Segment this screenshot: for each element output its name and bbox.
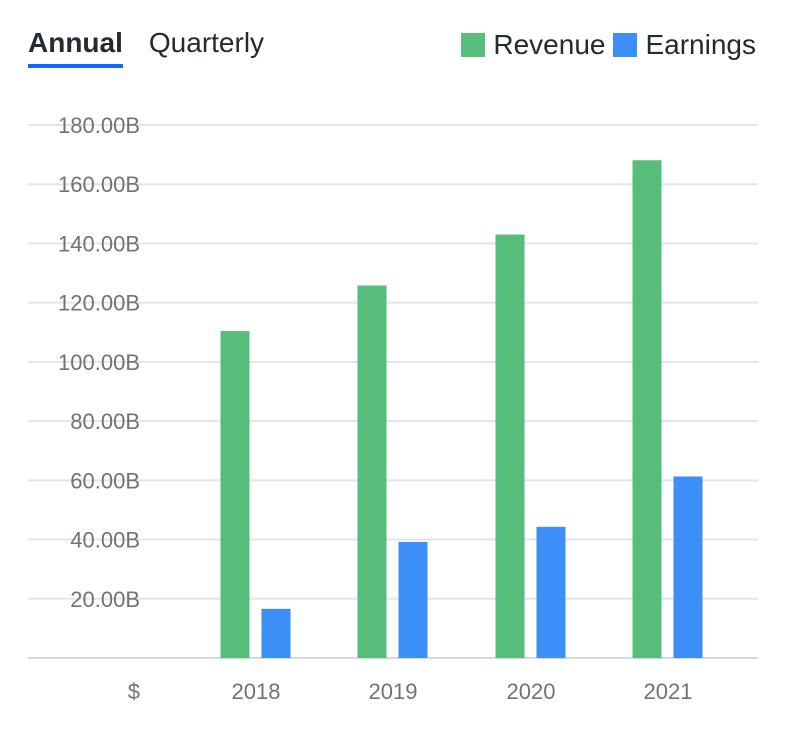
legend-label-revenue: Revenue (493, 29, 606, 60)
x-tick-label: 2020 (507, 679, 556, 704)
legend-swatch-revenue (461, 33, 486, 57)
y-tick-label: 100.00B (58, 350, 140, 375)
x-tick-label: 2021 (644, 679, 693, 704)
y-tick-label: 20.00B (70, 587, 140, 612)
revenue-bar-2021 (632, 160, 662, 658)
legend-item-revenue[interactable]: Revenue (461, 28, 605, 62)
tab-quarterly[interactable]: Quarterly (148, 27, 265, 58)
earnings-bar-2021 (673, 476, 703, 658)
legend-item-earnings[interactable]: Earnings (613, 28, 756, 62)
earnings-bar-2019 (398, 541, 428, 658)
revenue-bar-2020 (495, 234, 525, 659)
y-tick-label: 60.00B (70, 468, 140, 493)
revenue-bar-2018 (220, 331, 250, 658)
legend-label-earnings: Earnings (645, 29, 756, 60)
x-tick-label: 2019 (369, 679, 418, 704)
tab-annual[interactable]: Annual (28, 26, 123, 68)
y-tick-label: 120.00B (58, 291, 140, 316)
y-tick-label: 80.00B (70, 409, 140, 434)
period-tabs: Annual Quarterly (28, 26, 290, 68)
x-tick-label: 2018 (232, 679, 281, 704)
legend-swatch-earnings (613, 33, 638, 57)
earnings-bar-2018 (261, 608, 291, 658)
chart-legend: Revenue Earnings (453, 28, 756, 62)
y-tick-label: 40.00B (70, 528, 140, 553)
y-tick-label: 180.00B (58, 113, 140, 138)
y-axis-unit-label: $ (128, 679, 140, 704)
y-tick-label: 160.00B (58, 172, 140, 197)
revenue-bar-2019 (357, 285, 387, 658)
y-tick-label: 140.00B (58, 231, 140, 256)
earnings-bar-2020 (536, 526, 566, 658)
